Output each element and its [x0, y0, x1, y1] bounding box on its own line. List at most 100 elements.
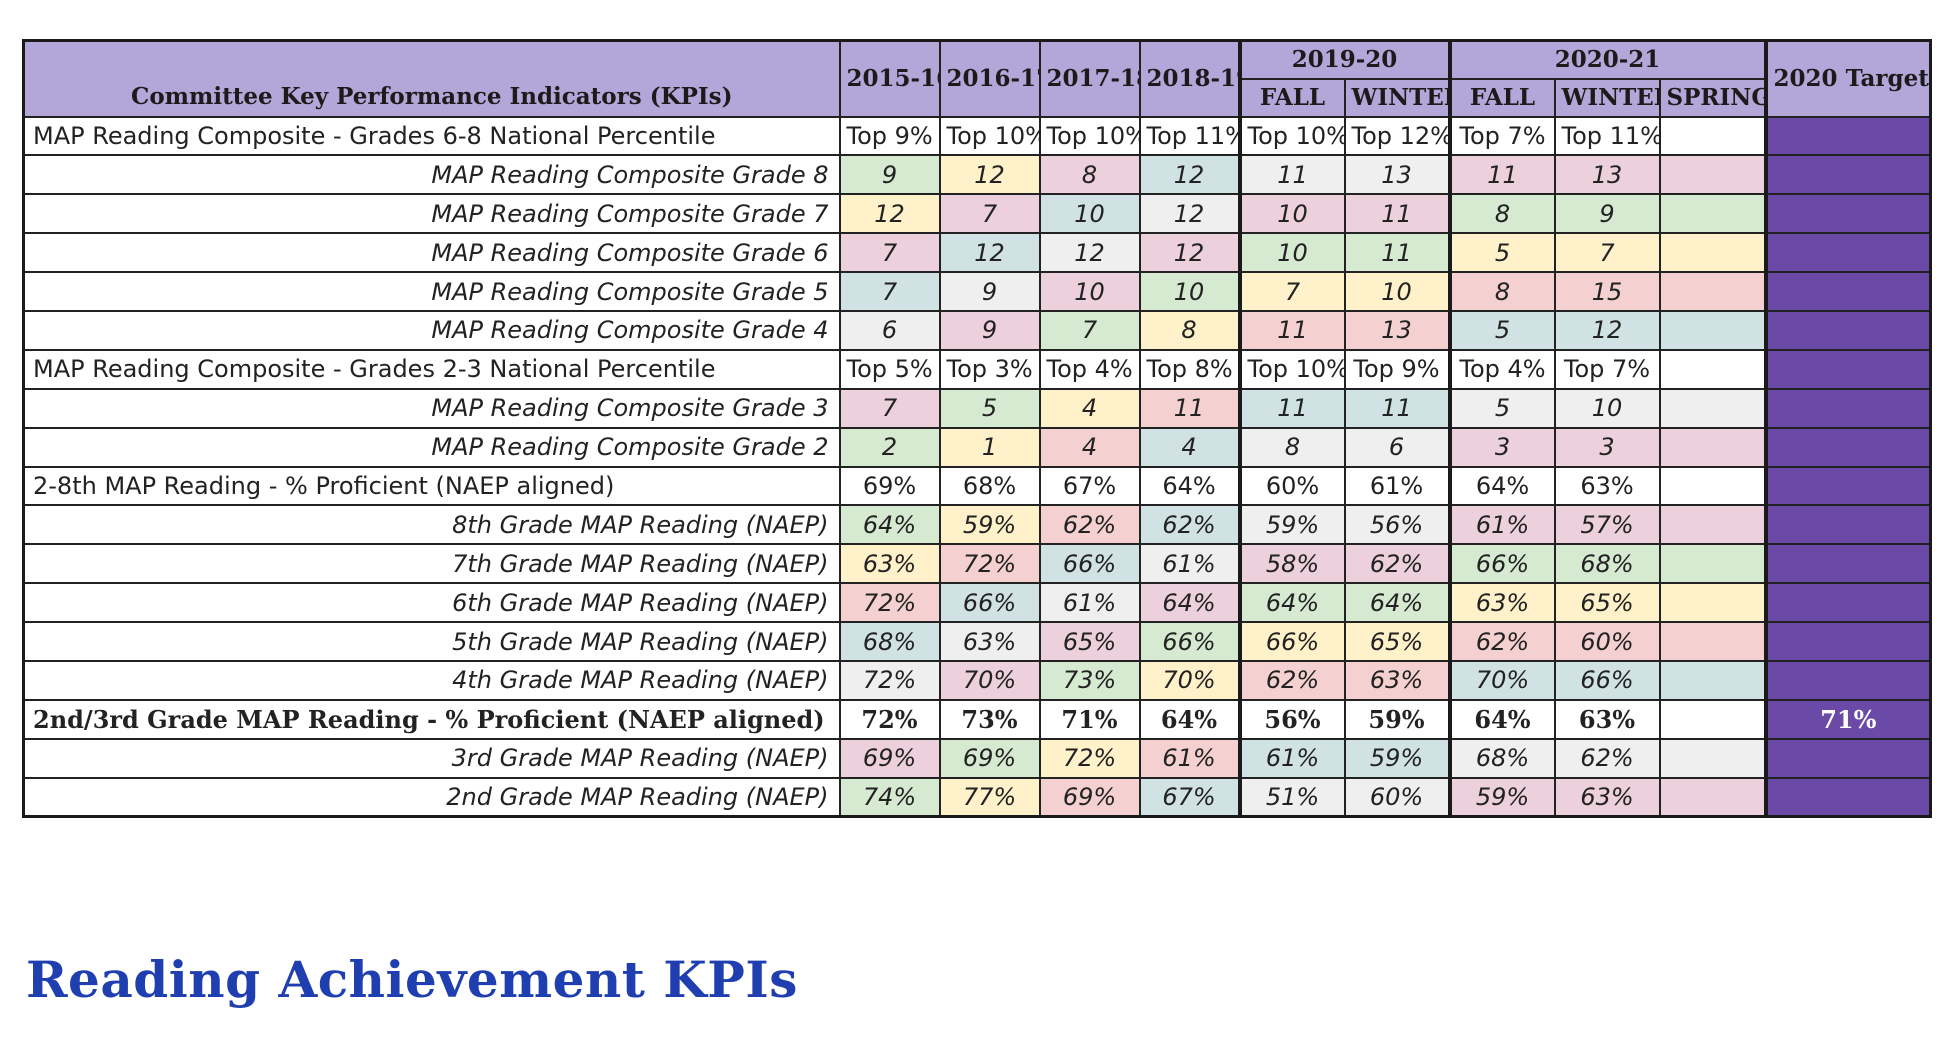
- kpi-value-cell: 66%: [1138, 621, 1241, 662]
- table-row: MAP Reading Composite - Grades 2-3 Natio…: [22, 348, 1932, 390]
- kpi-value-cell: Top 4%: [1447, 348, 1556, 390]
- kpi-value-cell: 13: [1553, 154, 1661, 196]
- kpi-value-cell: 11: [1343, 193, 1451, 235]
- kpi-value-cell: 9: [938, 271, 1041, 312]
- kpi-value-cell: 6: [1343, 426, 1451, 468]
- kpi-value-cell: 7: [838, 232, 941, 274]
- header-row-terms: FALL WINTER FALL WINTER SPRING: [24, 77, 1931, 118]
- kpi-value-cell: 69%: [838, 465, 941, 507]
- kpi-label: 2nd/3rd Grade MAP Reading - % Proficient…: [22, 698, 841, 740]
- kpi-value-cell: 67%: [1038, 465, 1141, 507]
- kpi-value-cell: [1658, 698, 1767, 740]
- kpi-value-cell: 61%: [1038, 582, 1141, 624]
- kpi-value-cell: Top 9%: [838, 115, 941, 157]
- kpi-value-cell: 10: [1138, 271, 1241, 312]
- table-row: 5th Grade MAP Reading (NAEP) 68% 63% 65% 66%…: [22, 621, 1932, 662]
- kpi-value-cell: 12: [1138, 193, 1241, 235]
- kpi-value-cell: 69%: [1038, 776, 1141, 818]
- kpi-value-cell: 66%: [1237, 621, 1346, 662]
- kpi-value-cell: 63%: [938, 621, 1041, 662]
- target-value-cell: [1763, 193, 1932, 235]
- kpi-value-cell: 61%: [1138, 737, 1241, 779]
- kpi-value-cell: Top 10%: [938, 115, 1041, 157]
- kpi-label: 2-8th MAP Reading - % Proficient (NAEP a…: [22, 465, 841, 507]
- kpi-value-cell: 12: [938, 154, 1041, 196]
- kpi-value-cell: 72%: [838, 659, 941, 701]
- kpi-label: 4th Grade MAP Reading (NAEP): [22, 659, 841, 701]
- target-value-cell: [1763, 154, 1932, 196]
- kpi-value-cell: [1658, 659, 1767, 701]
- kpi-value-cell: 61%: [1343, 465, 1451, 507]
- kpi-value-cell: 8: [1138, 309, 1241, 351]
- table-row: MAP Reading Composite Grade 8 9 12 8 12 11 13 1…: [22, 154, 1932, 196]
- target-value-cell: [1763, 776, 1932, 818]
- kpi-value-cell: [1658, 582, 1767, 624]
- kpi-label: 3rd Grade MAP Reading (NAEP): [22, 737, 841, 779]
- kpi-value-cell: [1658, 348, 1767, 390]
- kpi-value-cell: 6: [838, 309, 941, 351]
- target-value-cell: [1763, 465, 1932, 507]
- kpi-value-cell: 64%: [838, 504, 941, 546]
- kpi-value-cell: 63%: [1343, 659, 1451, 701]
- kpi-value-cell: 65%: [1553, 582, 1661, 624]
- kpi-value-cell: 59%: [938, 504, 1041, 546]
- kpi-value-cell: [1658, 193, 1767, 235]
- kpi-value-cell: 64%: [1343, 582, 1451, 624]
- kpi-value-cell: 4: [1038, 387, 1141, 429]
- target-value-cell: [1763, 543, 1932, 585]
- kpi-value-cell: Top 7%: [1447, 115, 1556, 157]
- kpi-value-cell: 62%: [1553, 737, 1661, 779]
- kpi-value-cell: 7: [938, 193, 1041, 235]
- kpi-label: 8th Grade MAP Reading (NAEP): [22, 504, 841, 546]
- kpi-value-cell: Top 10%: [1237, 115, 1346, 157]
- kpi-label: MAP Reading Composite Grade 8: [22, 154, 841, 196]
- kpi-value-cell: 56%: [1237, 698, 1346, 740]
- kpi-value-cell: 5: [1447, 309, 1556, 351]
- target-value-cell: [1763, 737, 1932, 779]
- kpi-value-cell: 9: [938, 309, 1041, 351]
- kpi-label: MAP Reading Composite Grade 4: [22, 309, 841, 351]
- kpi-value-cell: 63%: [1553, 698, 1661, 740]
- kpi-value-cell: 11: [1237, 387, 1346, 429]
- kpi-value-cell: 64%: [1447, 698, 1556, 740]
- target-value-cell: [1763, 271, 1932, 312]
- kpi-value-cell: 64%: [1237, 582, 1346, 624]
- table-row: MAP Reading Composite Grade 3 7 5 4 11 11 11 5 1…: [22, 387, 1932, 429]
- kpi-value-cell: Top 9%: [1343, 348, 1451, 390]
- year-header-2018-19: 2018-19: [1138, 39, 1241, 118]
- target-value-cell: [1763, 659, 1932, 701]
- group-header-2020-21: 2020-21: [1447, 39, 1767, 80]
- kpi-value-cell: 70%: [938, 659, 1041, 701]
- kpi-value-cell: [1658, 154, 1767, 196]
- target-value-cell: [1763, 582, 1932, 624]
- target-value-cell: [1763, 348, 1932, 390]
- kpi-value-cell: [1658, 115, 1767, 157]
- kpi-label: MAP Reading Composite Grade 6: [22, 232, 841, 274]
- kpi-value-cell: 72%: [938, 543, 1041, 585]
- term-header-winter-2020: WINTER: [1553, 77, 1661, 118]
- kpi-value-cell: 56%: [1343, 504, 1451, 546]
- table-row: 3rd Grade MAP Reading (NAEP) 69% 69% 72% 61%…: [22, 737, 1932, 779]
- term-header-fall-2020: FALL: [1447, 77, 1556, 118]
- kpi-value-cell: 62%: [1447, 621, 1556, 662]
- kpi-value-cell: 59%: [1343, 737, 1451, 779]
- kpi-value-cell: Top 12%: [1343, 115, 1451, 157]
- kpi-value-cell: 58%: [1237, 543, 1346, 585]
- kpi-value-cell: 51%: [1237, 776, 1346, 818]
- kpi-value-cell: 7: [1553, 232, 1661, 274]
- kpi-value-cell: 8: [1237, 426, 1346, 468]
- kpi-label: MAP Reading Composite Grade 2: [22, 426, 841, 468]
- kpi-value-cell: Top 3%: [938, 348, 1041, 390]
- target-value-cell: [1763, 426, 1932, 468]
- kpi-value-cell: 10: [1343, 271, 1451, 312]
- kpi-value-cell: 62%: [1138, 504, 1241, 546]
- kpi-value-cell: 61%: [1237, 737, 1346, 779]
- kpi-value-cell: 3: [1447, 426, 1556, 468]
- kpi-value-cell: 77%: [938, 776, 1041, 818]
- kpi-value-cell: 60%: [1553, 621, 1661, 662]
- kpi-value-cell: 69%: [838, 737, 941, 779]
- kpi-value-cell: 8: [1038, 154, 1141, 196]
- kpi-value-cell: 12: [1553, 309, 1661, 351]
- kpi-value-cell: 15: [1553, 271, 1661, 312]
- kpi-value-cell: [1658, 504, 1767, 546]
